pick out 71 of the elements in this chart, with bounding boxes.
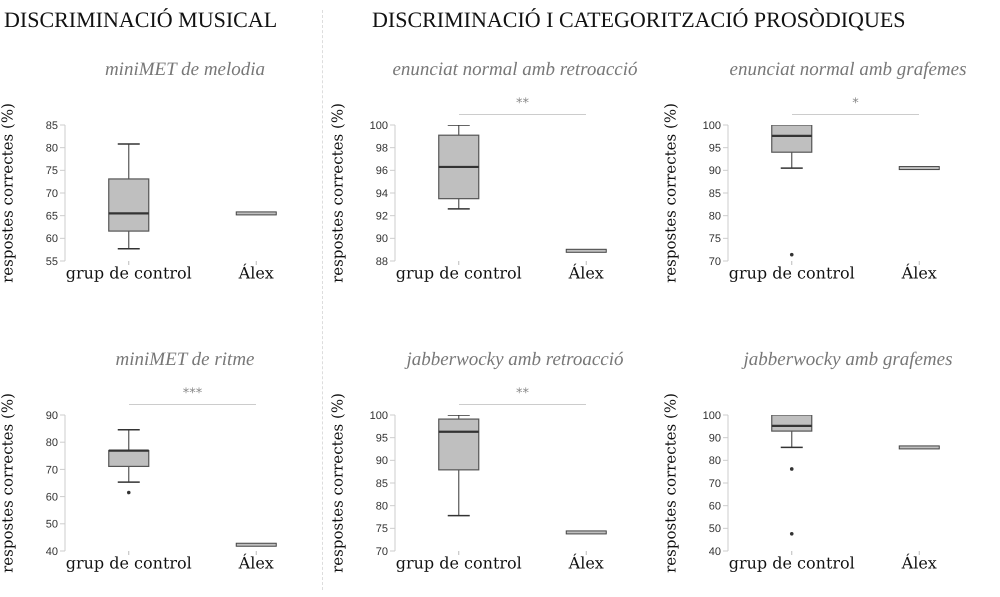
y-tick-label: 70 xyxy=(46,188,58,200)
y-tick-label: 98 xyxy=(376,142,388,155)
chart-title: jabberwocky amb grafemes xyxy=(740,348,954,372)
y-tick-label: 100 xyxy=(702,120,721,132)
y-tick-label: 92 xyxy=(376,210,388,223)
x-tick-label: grup de control xyxy=(396,263,522,282)
y-tick-label: 70 xyxy=(46,464,58,476)
x-tick-label: grup de control xyxy=(66,263,192,282)
y-axis-title: respostes correctes (%) xyxy=(661,393,680,573)
x-tick-label: grup de control xyxy=(728,553,855,572)
y-tick-label: 60 xyxy=(46,233,58,246)
y-tick-label: 90 xyxy=(708,165,721,178)
y-tick-label: 60 xyxy=(708,500,721,513)
y-tick-label: 70 xyxy=(708,478,721,490)
text: ** xyxy=(515,386,530,401)
x-tick-label: Álex xyxy=(900,553,937,572)
y-tick-label: 65 xyxy=(46,210,58,223)
y-tick-label: 70 xyxy=(376,546,388,558)
y-tick-label: 75 xyxy=(376,523,388,536)
y-tick-label: 40 xyxy=(708,546,721,558)
chart-title: enunciat normal amb retroacció xyxy=(391,58,639,82)
y-tick-label: 88 xyxy=(376,256,388,268)
y-tick-label: 80 xyxy=(708,210,721,223)
chart-title: enunciat normal amb grafemes xyxy=(728,58,968,82)
y-tick-label: 50 xyxy=(708,523,721,536)
y-tick-label: 90 xyxy=(376,455,388,468)
y-tick-label: 90 xyxy=(46,410,58,422)
y-tick-label: 95 xyxy=(376,432,388,445)
x-tick-label: grup de control xyxy=(396,553,522,572)
y-axis-title: respostes correctes (%) xyxy=(328,103,346,283)
y-tick-label: 50 xyxy=(46,518,58,531)
y-axis-title: respostes correctes (%) xyxy=(0,393,16,573)
chart-subtitle: DISCRIMINACIÓ MUSICAL xyxy=(4,7,278,33)
y-tick-label: 100 xyxy=(702,410,721,422)
y-tick-label: 55 xyxy=(46,256,58,268)
y-tick-label: 85 xyxy=(708,188,721,200)
y-tick-label: 80 xyxy=(46,437,58,450)
y-tick-label: 75 xyxy=(708,233,721,246)
chart-title: miniMET de ritme xyxy=(114,348,256,372)
y-tick-label: 80 xyxy=(708,455,721,468)
chart-title: jabberwocky amb retroacció xyxy=(404,348,625,372)
x-tick-label: grup de control xyxy=(728,263,855,282)
chart-subtitle: DISCRIMINACIÓ I CATEGORITZACIÓ PROSÒDIQUES xyxy=(372,7,906,33)
y-tick-label: 80 xyxy=(376,500,388,513)
y-tick-label: 85 xyxy=(376,478,388,490)
y-tick-label: 96 xyxy=(376,165,388,178)
x-tick-label: Álex xyxy=(238,553,274,572)
text: ** xyxy=(515,96,530,111)
y-tick-label: 80 xyxy=(46,142,58,155)
y-tick-label: 94 xyxy=(376,188,388,200)
y-tick-label: 60 xyxy=(46,492,58,504)
y-axis-title: respostes correctes (%) xyxy=(661,103,680,283)
text: *** xyxy=(182,386,204,401)
y-tick-label: 40 xyxy=(46,546,58,558)
y-tick-label: 90 xyxy=(708,432,721,445)
y-tick-label: 100 xyxy=(370,410,388,422)
x-tick-label: Álex xyxy=(900,263,937,282)
y-tick-label: 85 xyxy=(46,120,58,132)
y-tick-label: 70 xyxy=(708,256,721,268)
x-tick-label: Álex xyxy=(568,553,604,572)
y-tick-label: 90 xyxy=(376,233,388,246)
chart-title: miniMET de melodia xyxy=(104,58,266,82)
y-axis-title: respostes correctes (%) xyxy=(0,103,16,283)
y-tick-label: 75 xyxy=(46,165,58,178)
y-tick-label: 95 xyxy=(708,142,721,155)
text: * xyxy=(851,96,860,111)
x-tick-label: Álex xyxy=(568,263,604,282)
x-tick-label: Álex xyxy=(238,263,274,282)
x-tick-label: grup de control xyxy=(66,553,192,572)
y-tick-label: 100 xyxy=(370,120,388,132)
y-axis-title: respostes correctes (%) xyxy=(328,393,346,573)
